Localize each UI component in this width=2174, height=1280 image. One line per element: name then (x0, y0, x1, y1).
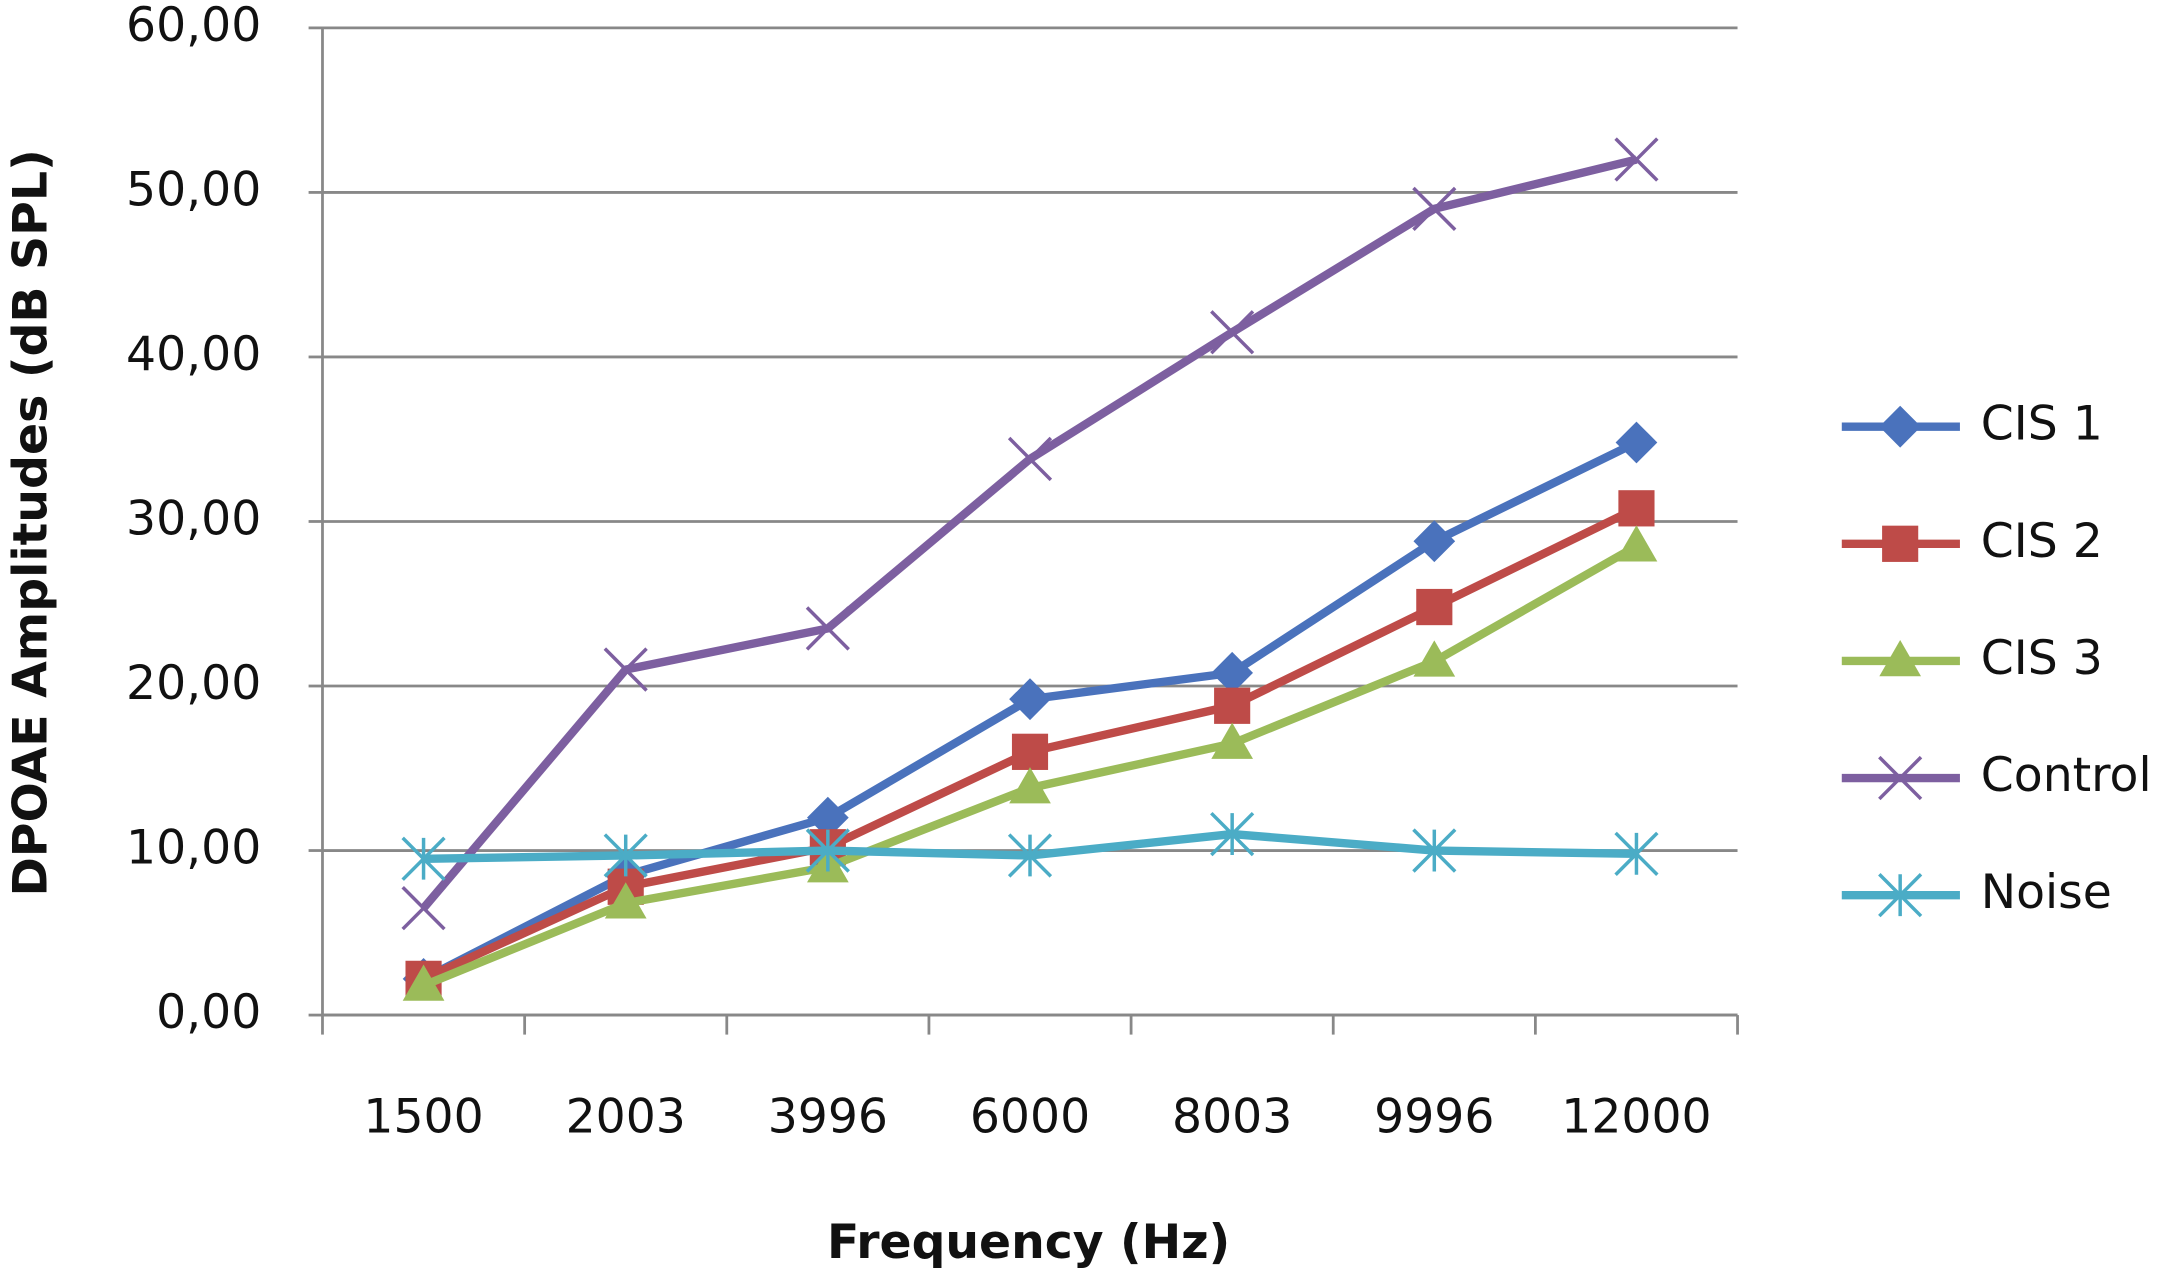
data-point (1615, 525, 1658, 562)
data-point (1009, 767, 1051, 804)
data-point (1210, 310, 1255, 355)
x-tick-label: 1500 (363, 1090, 483, 1145)
data-point (401, 885, 446, 931)
x-tick-label: 6000 (970, 1090, 1090, 1145)
legend-label: Control (1981, 748, 2152, 803)
x-tick-label: 9996 (1374, 1090, 1494, 1145)
y-tick-label: 40,00 (126, 327, 261, 382)
legend-label: Noise (1981, 865, 2112, 920)
legend-label: CIS 2 (1981, 514, 2103, 569)
data-point (1614, 137, 1659, 182)
data-point (1009, 678, 1051, 721)
data-point (1211, 651, 1254, 694)
y-tick-label: 20,00 (126, 656, 261, 711)
y-tick-label: 0,00 (156, 985, 261, 1040)
legend-marker (1879, 405, 1922, 448)
data-point (807, 796, 849, 839)
y-tick-label: 10,00 (126, 820, 261, 875)
x-tick-label: 2003 (566, 1090, 686, 1145)
y-tick-label: 60,00 (126, 0, 261, 53)
x-tick-label: 8003 (1172, 1090, 1292, 1145)
data-point (1412, 186, 1457, 232)
x-tick-label: 3996 (768, 1090, 888, 1145)
data-point (1413, 520, 1456, 563)
data-point (603, 647, 648, 692)
legend-marker (1879, 640, 1922, 677)
legend-marker (1878, 755, 1923, 801)
legend-label: CIS 1 (1981, 397, 2103, 452)
data-point (1615, 421, 1658, 464)
data-point (1618, 490, 1655, 527)
data-point (1614, 831, 1659, 876)
data-point (1007, 833, 1053, 878)
legend-marker (1882, 525, 1919, 562)
data-point (1416, 588, 1453, 626)
data-point (401, 836, 446, 881)
data-point (402, 964, 445, 1001)
data-point (805, 828, 850, 873)
legend-marker (1878, 873, 1923, 918)
data-point (603, 833, 648, 878)
x-axis-title: Frequency (Hz) (827, 1215, 1230, 1270)
data-point (1211, 722, 1254, 759)
legend-label: CIS 3 (1981, 631, 2103, 686)
data-point (604, 882, 647, 919)
data-point (1011, 733, 1049, 770)
data-point (1007, 436, 1053, 482)
data-point (1412, 828, 1457, 873)
data-point (805, 606, 850, 651)
x-tick-label: 12000 (1561, 1090, 1711, 1145)
data-point (1210, 811, 1255, 857)
y-tick-label: 50,00 (126, 162, 261, 217)
data-point (1413, 640, 1456, 677)
y-tick-label: 30,00 (126, 491, 261, 546)
y-axis-title: DPOAE Amplitudes (dB SPL) (3, 149, 58, 896)
data-point (1214, 687, 1251, 724)
